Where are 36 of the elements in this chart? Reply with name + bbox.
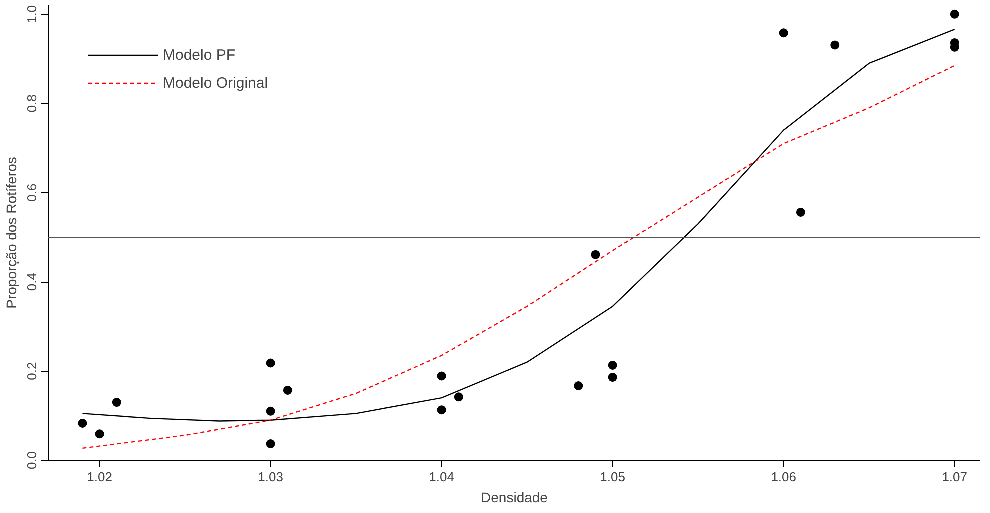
x-tick-label: 1.03 (258, 470, 284, 484)
point (950, 10, 960, 19)
y-tick-label: 0.6 (24, 184, 40, 202)
point (591, 250, 600, 260)
point (112, 398, 122, 407)
line-series (82, 28, 956, 422)
point (437, 406, 446, 415)
point (266, 440, 276, 448)
point (95, 430, 104, 439)
y-tick-label: 0.2 (24, 362, 40, 380)
x-tick-label: 1.06 (771, 470, 796, 484)
point (437, 372, 446, 381)
point (830, 40, 840, 50)
point (608, 373, 618, 382)
x-tick-label: 1.07 (942, 470, 968, 484)
y-tick-label: 1.0 (24, 5, 40, 24)
point (266, 358, 276, 368)
line-series (82, 65, 956, 450)
y-tick-label: 0.4 (24, 273, 40, 292)
point (608, 360, 618, 370)
point (454, 392, 464, 402)
point (78, 418, 88, 428)
legend-label: Modelo Original (163, 74, 268, 92)
legend-label: Modelo PF (163, 46, 236, 64)
x-tick-label: 1.05 (600, 470, 626, 484)
point (266, 406, 276, 416)
x-axis-title: Densidade (481, 490, 548, 506)
point (796, 208, 806, 217)
x-tick-label: 1.04 (429, 470, 454, 484)
point (574, 382, 584, 390)
y-tick-label: 0.0 (24, 451, 40, 470)
y-tick-label: 0.8 (24, 94, 40, 113)
y-axis-title: Proporção dos Rotíferos (4, 157, 20, 309)
point (779, 28, 788, 38)
x-tick-label: 1.02 (87, 470, 112, 484)
point (283, 386, 292, 395)
